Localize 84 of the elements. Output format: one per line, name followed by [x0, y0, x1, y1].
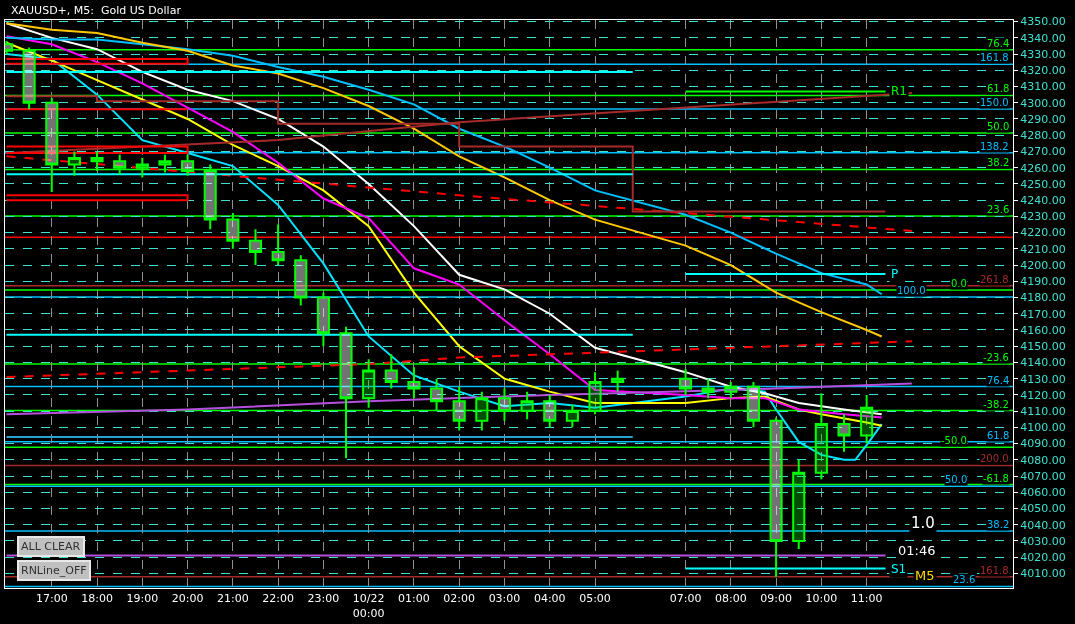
annotation: -50.0 — [941, 435, 967, 446]
x-tick-label: 22:00 — [262, 592, 294, 606]
y-tick-label: 4080.00 — [1020, 453, 1066, 467]
annotation: 150.0 — [980, 97, 1009, 108]
annotation: ALL CLEAR — [21, 540, 81, 553]
y-tick-label: 4290.00 — [1020, 112, 1066, 126]
y-tick-label: 4310.00 — [1020, 80, 1066, 94]
x-tick-label: 01:00 — [398, 592, 430, 606]
annotation: 61.8 — [987, 430, 1010, 441]
y-tick-label: 4250.00 — [1020, 177, 1066, 191]
annotation: 76.4 — [987, 375, 1010, 386]
series-label: S1 — [891, 562, 907, 576]
annotation: 138.2 — [980, 141, 1009, 152]
annotation: 161.8 — [980, 52, 1009, 63]
annotation: 01:46 — [898, 543, 936, 558]
series-label: R1 — [891, 84, 907, 98]
y-tick-label: 4060.00 — [1020, 486, 1066, 500]
x-tick-label: 08:00 — [714, 592, 747, 606]
annotation: 100.0 — [897, 285, 926, 296]
y-tick-label: 4070.00 — [1020, 469, 1066, 483]
x-tick-label: 18:00 — [81, 592, 113, 606]
y-tick-label: 4110.00 — [1020, 404, 1066, 418]
y-tick-label: 4120.00 — [1020, 388, 1066, 402]
y-tick-label: 4300.00 — [1020, 96, 1066, 110]
y-tick-label: 4040.00 — [1020, 518, 1066, 532]
y-tick-label: 4330.00 — [1020, 47, 1066, 61]
x-tick-label: 21:00 — [217, 592, 249, 606]
annotation: 76.4 — [987, 38, 1010, 49]
y-tick-label: 4030.00 — [1020, 534, 1066, 548]
x-tick-label: 19:00 — [126, 592, 159, 606]
y-tick-label: 4140.00 — [1020, 356, 1066, 370]
x-tick-label: 04:00 — [533, 592, 566, 606]
y-tick-label: 4230.00 — [1020, 210, 1066, 224]
y-tick-label: 4220.00 — [1020, 226, 1066, 240]
y-tick-label: 4160.00 — [1020, 323, 1066, 337]
annotation: -61.8 — [983, 473, 1009, 484]
x-tick-label: 09:00 — [760, 592, 792, 606]
y-tick-label: 4260.00 — [1020, 161, 1066, 175]
y-tick-label: 4010.00 — [1020, 567, 1066, 581]
annotation: 50.0 — [987, 121, 1010, 132]
y-tick-label: 4050.00 — [1020, 502, 1066, 516]
y-tick-label: 4200.00 — [1020, 258, 1066, 272]
y-tick-label: 4340.00 — [1020, 31, 1066, 45]
series-label: P — [891, 267, 899, 281]
y-tick-label: 4240.00 — [1020, 193, 1066, 207]
y-tick-label: 4280.00 — [1020, 129, 1066, 143]
x-tick-label: 10/22 00:00 — [352, 592, 385, 620]
annotation: 38.2 — [987, 519, 1010, 530]
annotation: 23.6 — [987, 204, 1010, 215]
chart-title: XAUUSD+, M5: Gold US Dollar — [11, 4, 182, 17]
y-tick-label: 4100.00 — [1020, 421, 1066, 435]
y-tick-label: 4270.00 — [1020, 145, 1066, 159]
x-tick-label: 07:00 — [669, 592, 702, 606]
annotation: -38.2 — [983, 399, 1009, 410]
y-tick-label: 4320.00 — [1020, 64, 1066, 78]
x-tick-label: 05:00 — [579, 592, 611, 606]
x-tick-label: 02:00 — [443, 592, 476, 606]
annotation: 23.6 — [953, 574, 976, 585]
y-tick-label: 4180.00 — [1020, 291, 1066, 305]
y-tick-label: 4090.00 — [1020, 437, 1066, 451]
annotation: 38.2 — [987, 157, 1010, 168]
x-tick-label: 10:00 — [805, 592, 838, 606]
annotation: 61.8 — [987, 83, 1010, 94]
y-tick-label: 4170.00 — [1020, 307, 1066, 321]
annotation: -23.6 — [983, 352, 1009, 363]
annotation: M5 — [915, 568, 935, 583]
annotation: 200.0 — [980, 453, 1009, 464]
y-tick-label: 4350.00 — [1020, 15, 1066, 29]
annotation: 0.0 — [951, 278, 967, 289]
annotation: 1.0 — [911, 514, 935, 532]
x-tick-label: 03:00 — [488, 592, 521, 606]
annotation: 50.0 — [945, 474, 968, 485]
y-tick-label: 4150.00 — [1020, 340, 1066, 354]
x-tick-label: 11:00 — [850, 592, 883, 606]
y-tick-label: 4130.00 — [1020, 372, 1066, 386]
y-tick-label: 4210.00 — [1020, 242, 1066, 256]
annotation: 161.8 — [980, 565, 1009, 576]
x-tick-label: 23:00 — [307, 592, 340, 606]
annotation: RNLine_OFF — [21, 564, 87, 577]
annotation: 261.8 — [980, 274, 1009, 285]
x-tick-label: 20:00 — [171, 592, 204, 606]
y-tick-label: 4020.00 — [1020, 551, 1066, 565]
x-tick-label: 17:00 — [35, 592, 68, 606]
y-tick-label: 4190.00 — [1020, 275, 1066, 289]
